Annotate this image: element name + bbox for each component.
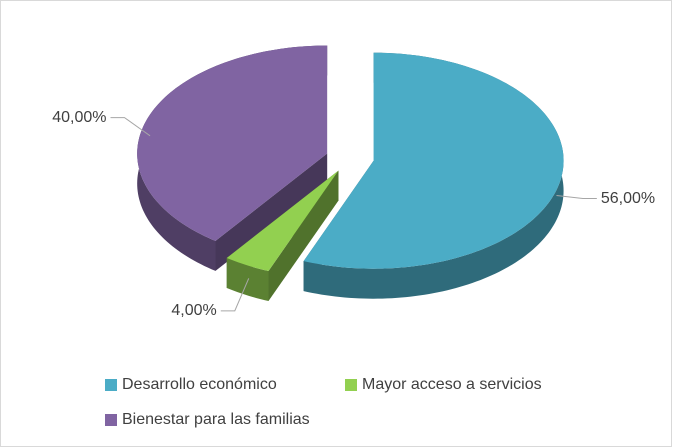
slice bbox=[303, 52, 564, 269]
legend-label: Desarrollo económico bbox=[122, 376, 277, 393]
leader-line bbox=[110, 117, 151, 137]
leader-line bbox=[220, 278, 250, 312]
data-label: 40,00% bbox=[52, 109, 106, 126]
slice-wall bbox=[215, 153, 328, 271]
data-label: 4,00% bbox=[171, 302, 216, 319]
slice-side bbox=[226, 257, 269, 302]
legend-swatch bbox=[105, 379, 117, 391]
legend-label: Mayor acceso a servicios bbox=[362, 376, 542, 393]
slice-side bbox=[303, 52, 564, 299]
leader-line bbox=[556, 195, 597, 200]
legend-swatch bbox=[345, 379, 357, 391]
slice bbox=[226, 170, 339, 272]
slice bbox=[137, 45, 328, 241]
data-label: 56,00% bbox=[601, 190, 655, 207]
legend-label: Bienestar para las familias bbox=[122, 411, 310, 428]
legend-swatch bbox=[105, 414, 117, 426]
